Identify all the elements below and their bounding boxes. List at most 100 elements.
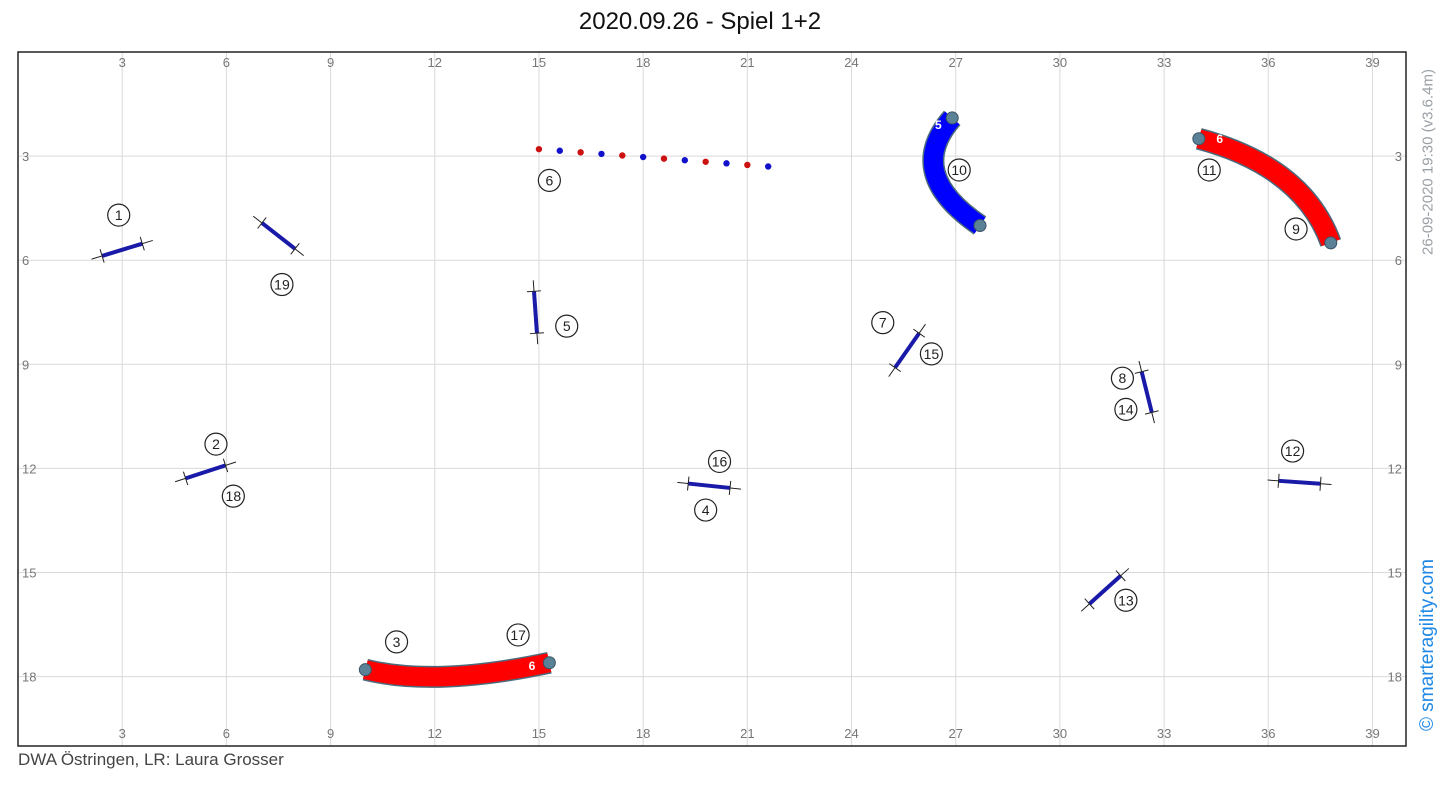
number-label: 10 [951, 162, 967, 178]
x-tick-label-top: 9 [327, 55, 334, 70]
x-tick-label-top: 6 [223, 55, 230, 70]
jump-19 [252, 215, 304, 257]
tunnel-end [542, 656, 556, 670]
weave-pole [598, 150, 605, 158]
y-tick-label-right: 9 [1395, 357, 1402, 372]
weave-pole [702, 158, 709, 165]
jump-1-2 [91, 236, 153, 263]
number-label: 4 [702, 502, 710, 518]
tunnel-bottom [363, 653, 552, 687]
x-tick-label-bottom: 30 [1053, 726, 1067, 741]
number-label: 3 [393, 634, 401, 650]
number-marker [871, 311, 895, 335]
y-tick-label-left: 15 [22, 566, 36, 581]
x-tick-label-bottom: 12 [428, 726, 442, 741]
jump-bar [260, 221, 297, 251]
x-tick-label-top: 27 [948, 55, 962, 70]
y-tick-label-right: 15 [1388, 566, 1402, 581]
number-label: 8 [1119, 370, 1127, 386]
jump-wing [889, 363, 902, 373]
y-tick-label-left: 12 [22, 461, 36, 476]
number-marker [1114, 397, 1138, 422]
tunnel-end [358, 663, 372, 677]
number-marker [707, 449, 732, 474]
x-tick-label-top: 33 [1157, 55, 1171, 70]
weave-poles [535, 145, 772, 170]
jump-wing [139, 236, 145, 251]
weave-pole [535, 145, 543, 153]
number-label: 14 [1118, 401, 1134, 417]
y-tick-label-left: 18 [22, 670, 36, 685]
jump-wing [529, 332, 544, 335]
number-label: 16 [712, 453, 728, 469]
number-marker [694, 498, 718, 522]
jump-wing [526, 290, 542, 293]
timestamp-version-text: 26-09-2020 19:30 (v3.6.4m) [1419, 69, 1437, 255]
y-tick-label-right: 18 [1388, 670, 1402, 685]
x-tick-label-bottom: 18 [636, 726, 650, 741]
number-label: 11 [1202, 162, 1217, 178]
weave-pole [681, 157, 689, 164]
footer-text: DWA Östringen, LR: Laura Grosser [18, 750, 284, 769]
tunnel-end [945, 111, 959, 125]
jump-wing [1134, 369, 1149, 374]
x-tick-label-bottom: 15 [532, 726, 546, 741]
number-label: 1 [115, 207, 123, 223]
x-tick-label-bottom: 3 [119, 726, 126, 741]
number-marker [107, 203, 131, 227]
jump-wing [290, 243, 300, 255]
tunnel-label: 6 [1216, 132, 1223, 146]
number-marker [384, 630, 409, 654]
x-tick-label-bottom: 24 [844, 726, 858, 741]
weave-pole [639, 153, 647, 161]
number-marker [1110, 366, 1135, 390]
x-tick-label-top: 39 [1365, 55, 1379, 70]
tunnel-top-middle [923, 111, 986, 234]
number-marker [1114, 588, 1138, 612]
brand-text[interactable]: © smarteragility.com [1417, 558, 1438, 732]
number-label: 12 [1285, 443, 1301, 459]
jump-bar [532, 291, 539, 334]
weave-pole [577, 149, 584, 156]
x-tick-label-top: 21 [740, 55, 754, 70]
number-marker [506, 623, 530, 647]
number-marker [919, 342, 943, 366]
x-tick-label-bottom: 27 [948, 726, 962, 741]
weave-pole [764, 163, 772, 170]
weave-pole [619, 152, 626, 159]
number-label: 7 [879, 315, 887, 331]
tunnel-end [973, 219, 987, 232]
timestamp-version: 26-09-2020 19:30 (v3.6.4m) [1419, 52, 1437, 272]
jump-bar [688, 481, 731, 490]
number-marker [270, 272, 294, 297]
brand-link[interactable]: © smarteragility.com [1417, 545, 1438, 745]
jump-wing [1277, 473, 1280, 488]
jump-18-2 [174, 458, 237, 486]
jump-13 [1080, 568, 1130, 612]
x-tick-label-bottom: 36 [1261, 726, 1275, 741]
jump-wing [182, 471, 189, 486]
x-tick-label-bottom: 9 [327, 726, 334, 741]
number-label: 19 [274, 276, 290, 292]
x-tick-label-top: 24 [844, 55, 858, 70]
number-label: 13 [1118, 592, 1134, 608]
number-marker [1280, 439, 1305, 463]
weave-pole [744, 161, 751, 169]
number-label: 9 [1292, 221, 1300, 237]
x-tick-label-top: 12 [428, 55, 442, 70]
weave-pole [660, 155, 668, 162]
number-marker [537, 168, 561, 192]
tunnel-label: 5 [935, 118, 942, 132]
jump-8-14 [1134, 360, 1159, 424]
number-label: 5 [563, 318, 571, 334]
x-tick-label-top: 30 [1053, 55, 1067, 70]
number-marker [1284, 217, 1308, 241]
number-label: 18 [226, 488, 242, 504]
tunnel-top-right [1196, 129, 1340, 247]
jump-bar [1088, 574, 1122, 606]
number-label: 2 [212, 436, 220, 452]
jump-wing [687, 476, 690, 491]
x-tick-label-bottom: 21 [740, 726, 754, 741]
